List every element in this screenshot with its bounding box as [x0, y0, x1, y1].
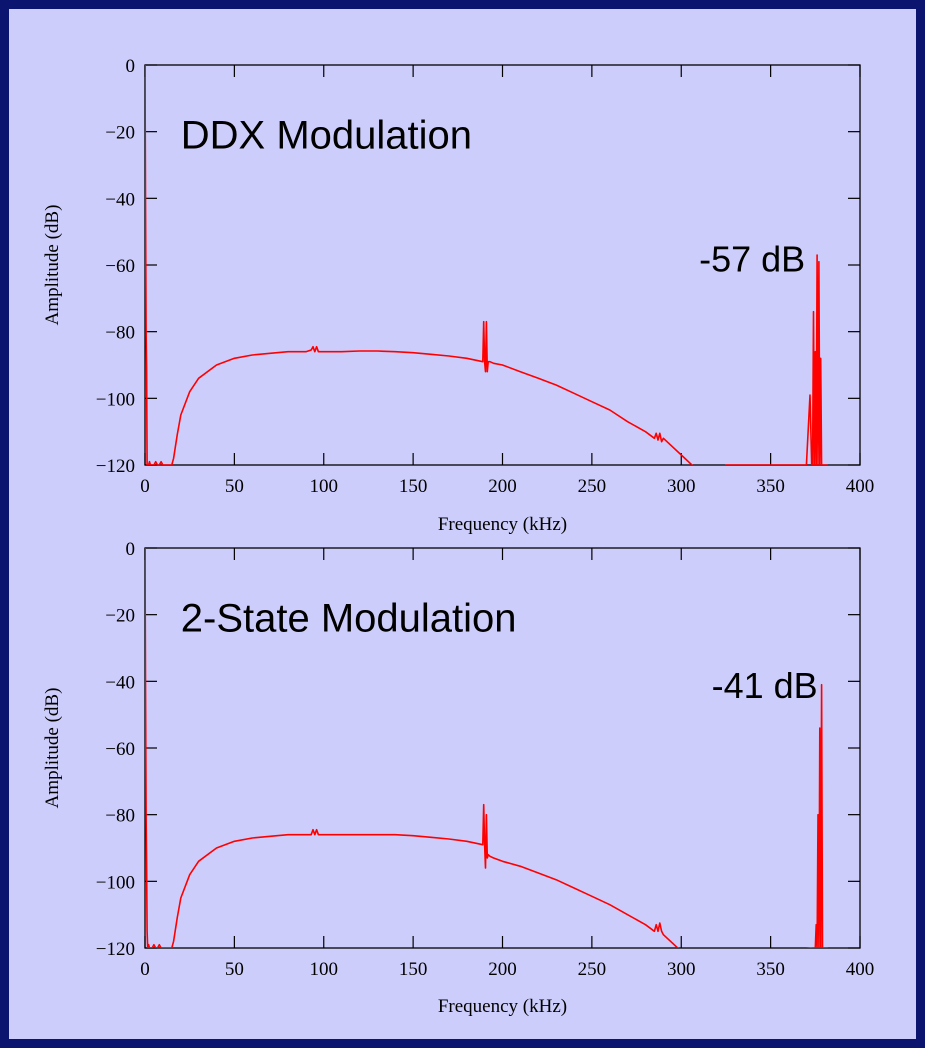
chart-panel [9, 9, 916, 1039]
chart-ddx: 0 50 100 150 200 250 300 350 400 0 −20 −40 −60 −80 −10… [42, 56, 874, 535]
y-tick-label: −120 [96, 939, 135, 960]
y-axis-label: Amplitude (dB) [42, 688, 63, 809]
x-tick-label: 0 [140, 959, 150, 980]
chart-title-annotation: DDX Modulation [181, 113, 472, 157]
y-tick-label: −40 [105, 189, 135, 210]
y-tick-label: −60 [105, 739, 135, 760]
y-tick-label: 0 [126, 56, 136, 77]
y-tick-label: −80 [105, 323, 135, 344]
y-tick-label: −20 [105, 123, 135, 144]
x-tick-label: 300 [667, 476, 696, 497]
y-tick-label: −20 [105, 606, 135, 627]
x-tick-label: 150 [399, 959, 428, 980]
y-tick-label: −100 [96, 389, 135, 410]
spectrum-trace [145, 64, 828, 465]
x-tick-label: 250 [578, 959, 607, 980]
x-tick-label: 350 [756, 476, 785, 497]
x-tick-label: 50 [225, 959, 244, 980]
x-tick-label: 400 [846, 476, 875, 497]
x-tick-label: 300 [667, 959, 696, 980]
x-tick-label: 200 [488, 476, 517, 497]
y-tick-label: −100 [96, 872, 135, 893]
y-tick-label: −40 [105, 672, 135, 693]
x-tick-label: 100 [310, 476, 339, 497]
x-tick-label: 0 [140, 476, 150, 497]
x-tick-label: 350 [756, 959, 785, 980]
y-tick-label: −120 [96, 456, 135, 477]
x-tick-label: 400 [846, 959, 875, 980]
spectrum-trace [145, 547, 828, 948]
peak-level-annotation: -41 dB [712, 665, 818, 706]
chart-2-state: 0 50 100 150 200 250 300 350 400 0 −20 −40 −60 −80 −10… [42, 539, 874, 1017]
x-tick-label: 100 [310, 959, 339, 980]
x-axis-label: Frequency (kHz) [438, 996, 567, 1017]
peak-level-annotation: -57 dB [699, 239, 805, 280]
x-tick-label: 200 [488, 959, 517, 980]
x-tick-label: 150 [399, 476, 428, 497]
y-tick-label: −60 [105, 256, 135, 277]
y-tick-label: −80 [105, 806, 135, 827]
chart-title-annotation: 2-State Modulation [181, 596, 517, 640]
x-tick-label: 50 [225, 476, 244, 497]
x-tick-label: 250 [578, 476, 607, 497]
y-tick-label: 0 [126, 539, 136, 560]
x-axis-label: Frequency (kHz) [438, 514, 567, 535]
y-axis-label: Amplitude (dB) [42, 205, 63, 326]
